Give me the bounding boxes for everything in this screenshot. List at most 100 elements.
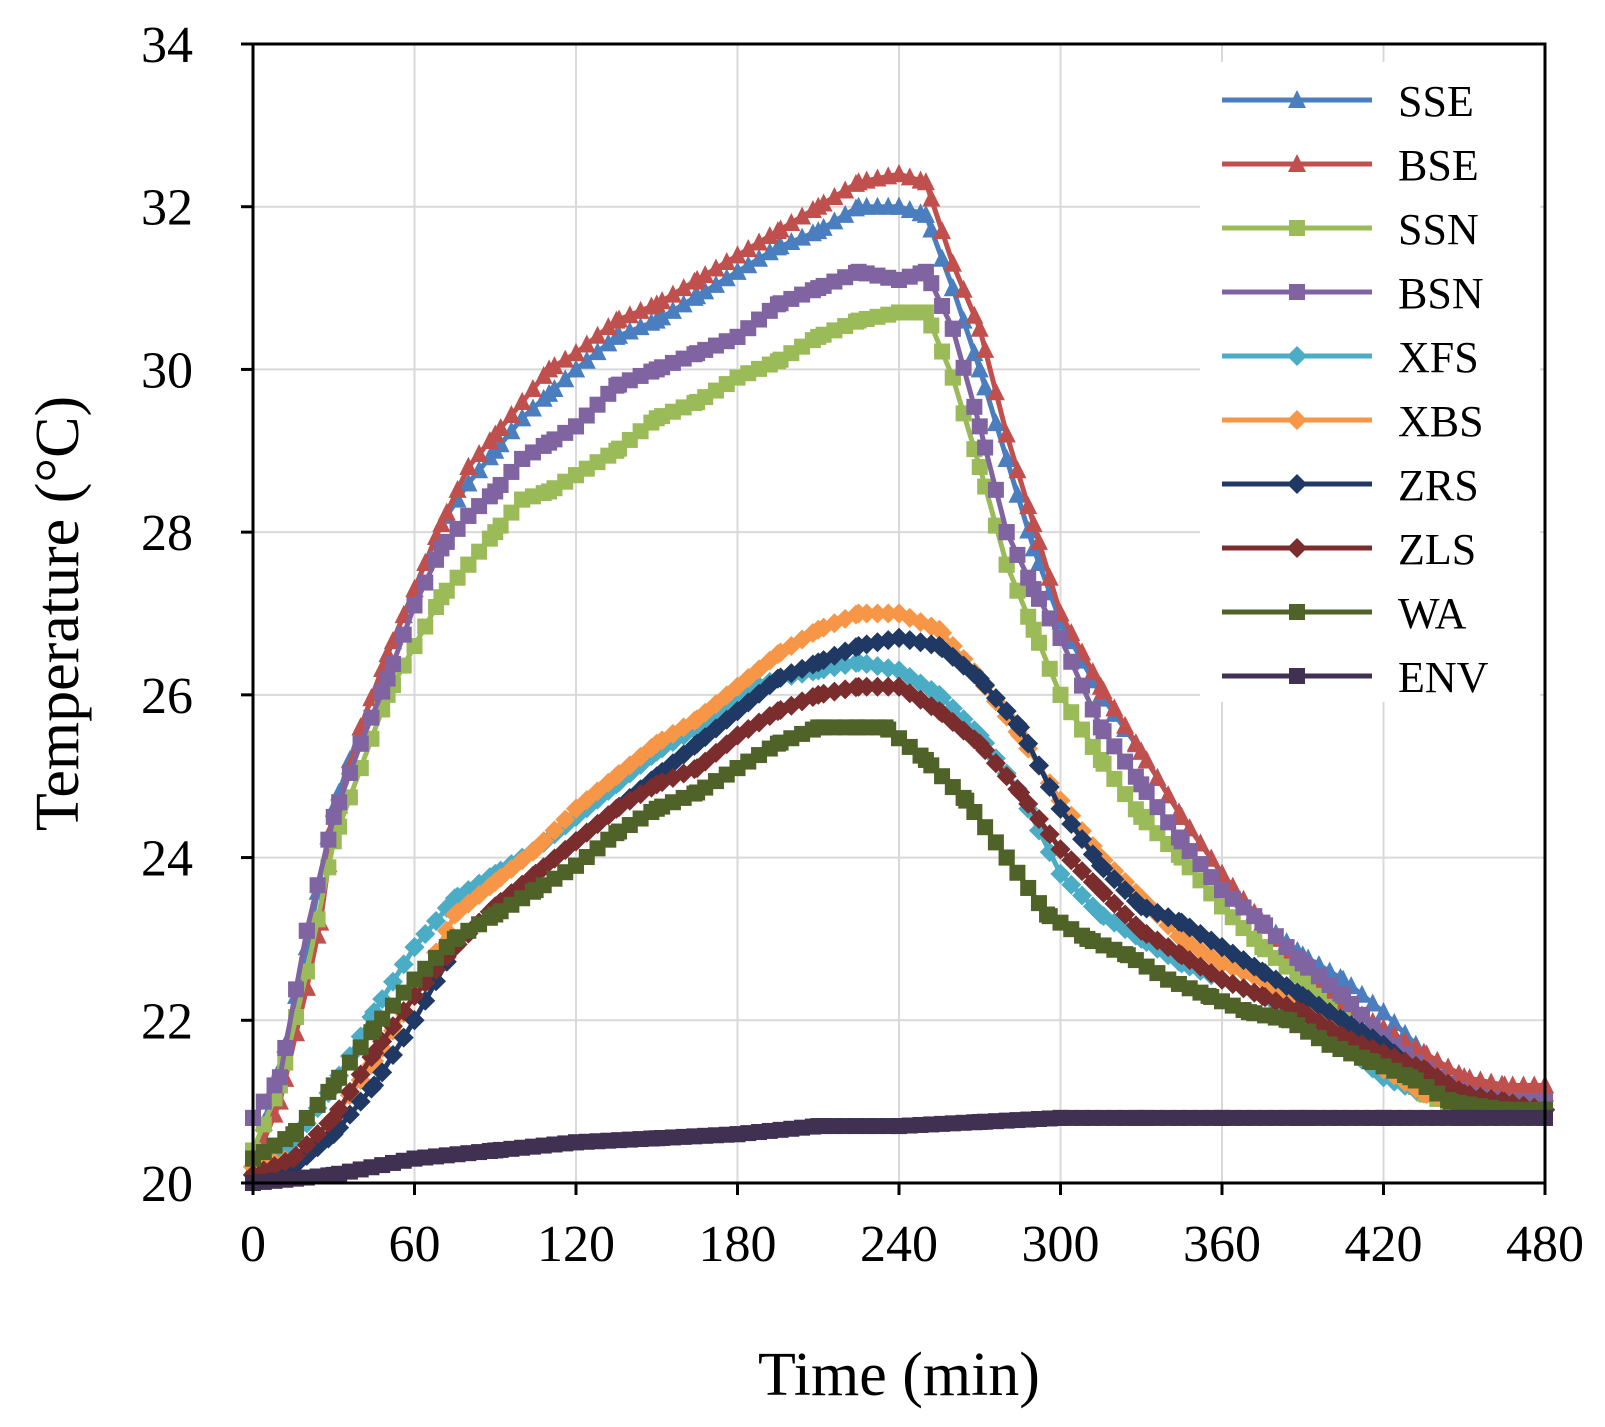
data-point bbox=[1019, 496, 1038, 515]
data-point bbox=[674, 278, 693, 297]
data-point bbox=[283, 1148, 304, 1169]
legend-marker bbox=[1289, 604, 1305, 620]
data-point bbox=[1203, 869, 1220, 886]
data-point bbox=[298, 963, 315, 980]
data-point bbox=[808, 619, 829, 640]
data-point bbox=[1009, 582, 1026, 599]
data-point bbox=[1252, 961, 1273, 982]
data-point bbox=[648, 1130, 665, 1147]
data-point bbox=[1072, 861, 1093, 882]
data-point bbox=[825, 186, 844, 205]
y-tick-label: 34 bbox=[141, 17, 193, 74]
data-point bbox=[523, 398, 542, 417]
data-point bbox=[977, 819, 994, 836]
data-point bbox=[969, 668, 990, 689]
data-point bbox=[1171, 912, 1192, 933]
data-point bbox=[1212, 969, 1232, 990]
data-point bbox=[255, 1093, 272, 1110]
data-point bbox=[944, 320, 961, 337]
data-point bbox=[1030, 634, 1047, 651]
data-point bbox=[444, 904, 465, 925]
data-point bbox=[889, 660, 909, 681]
data-point bbox=[987, 481, 1004, 498]
data-point bbox=[727, 701, 748, 722]
data-point bbox=[341, 764, 358, 781]
data-point bbox=[986, 382, 1005, 401]
data-point bbox=[352, 1039, 369, 1056]
data-point bbox=[1041, 610, 1058, 627]
data-point bbox=[1029, 553, 1048, 572]
data-point bbox=[848, 636, 869, 657]
data-point bbox=[1050, 798, 1071, 819]
data-point bbox=[1281, 1012, 1298, 1029]
data-point bbox=[448, 479, 467, 498]
data-point bbox=[1160, 814, 1177, 831]
data-point bbox=[933, 221, 952, 240]
data-point bbox=[891, 271, 907, 288]
data-point bbox=[395, 626, 412, 643]
data-point bbox=[934, 343, 951, 360]
data-point bbox=[606, 766, 627, 787]
data-point bbox=[540, 359, 559, 378]
data-point bbox=[958, 792, 975, 809]
data-point bbox=[271, 1069, 288, 1086]
data-point bbox=[729, 369, 746, 386]
data-point bbox=[867, 603, 888, 624]
data-point bbox=[727, 725, 748, 746]
data-point bbox=[1010, 717, 1031, 738]
data-point bbox=[687, 733, 708, 754]
series-env bbox=[245, 1109, 1553, 1191]
data-point bbox=[588, 325, 607, 344]
legend-marker bbox=[1289, 220, 1305, 236]
data-point bbox=[728, 245, 747, 264]
data-point bbox=[648, 361, 665, 378]
data-point bbox=[1333, 1010, 1354, 1031]
data-point bbox=[599, 333, 618, 352]
data-point bbox=[767, 701, 788, 722]
data-point bbox=[728, 261, 747, 280]
data-point bbox=[922, 188, 941, 207]
data-point bbox=[889, 627, 909, 648]
data-point bbox=[1090, 855, 1111, 876]
data-point bbox=[527, 882, 544, 899]
data-point bbox=[384, 655, 401, 672]
legend-label: WA bbox=[1398, 589, 1467, 638]
data-point bbox=[1133, 808, 1150, 825]
data-point bbox=[1482, 1072, 1501, 1091]
data-point bbox=[809, 196, 828, 215]
data-point bbox=[760, 226, 779, 245]
legend-marker bbox=[1289, 284, 1305, 300]
data-point bbox=[1018, 733, 1039, 754]
legend-label: XFS bbox=[1398, 333, 1479, 382]
data-point bbox=[382, 1044, 403, 1065]
data-point bbox=[850, 719, 867, 736]
y-tick-label: 28 bbox=[141, 505, 193, 562]
data-point bbox=[922, 219, 941, 238]
data-point bbox=[1442, 1093, 1459, 1110]
data-point bbox=[648, 410, 665, 427]
data-point bbox=[849, 196, 868, 215]
data-point bbox=[1090, 880, 1111, 901]
data-point bbox=[985, 688, 1006, 709]
data-point bbox=[277, 1039, 294, 1056]
x-tick-label: 120 bbox=[537, 1216, 615, 1273]
legend-item-zrs: ZRS bbox=[1222, 461, 1479, 510]
data-point bbox=[556, 369, 575, 388]
data-point bbox=[767, 668, 788, 689]
legend-marker bbox=[1287, 346, 1307, 366]
data-point bbox=[608, 442, 625, 459]
data-point bbox=[810, 328, 827, 345]
y-tick-label: 26 bbox=[141, 668, 193, 725]
data-point bbox=[706, 274, 725, 293]
data-point bbox=[567, 343, 585, 362]
legend-background bbox=[1200, 62, 1540, 702]
legend-item-bse: BSE bbox=[1222, 141, 1479, 190]
data-point bbox=[1131, 896, 1152, 917]
data-point bbox=[809, 221, 828, 240]
data-point bbox=[1028, 809, 1049, 830]
data-point bbox=[1374, 1002, 1393, 1021]
data-point bbox=[689, 784, 706, 801]
data-point bbox=[934, 297, 951, 314]
data-point bbox=[1061, 813, 1082, 834]
data-point bbox=[285, 1126, 302, 1143]
